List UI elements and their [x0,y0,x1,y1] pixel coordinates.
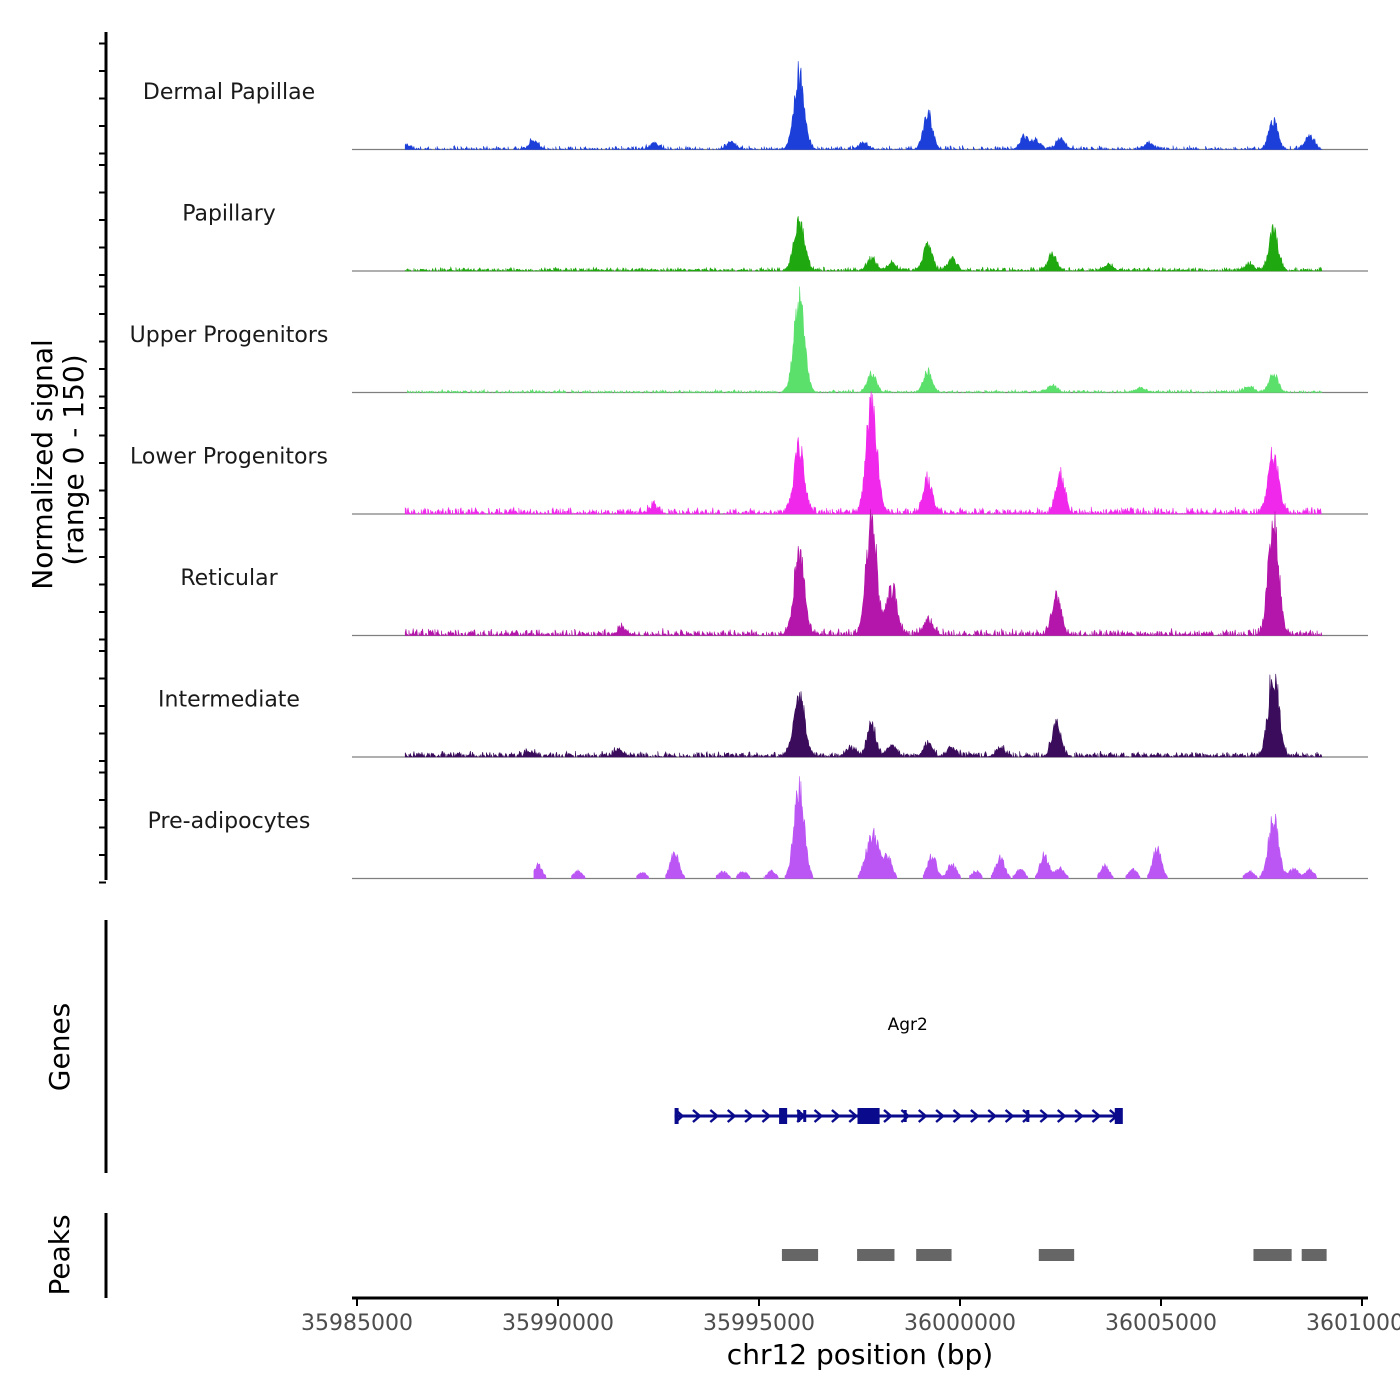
strand-arrow [692,1109,702,1123]
gene-exon [797,1110,801,1122]
coverage-y-ticks [99,42,106,884]
x-tick-label: 35995000 [703,1311,815,1336]
strand-arrow [831,1109,841,1123]
x-axis-title: chr12 position (bp) [727,1338,993,1371]
coverage-track: Lower Progenitors [130,391,1368,515]
track-label: Pre-adipocytes [148,809,311,834]
peak-region [781,1249,819,1261]
strand-arrow [935,1109,945,1123]
gene-exon [674,1108,679,1124]
coverage-area [407,286,1323,394]
peak-region [857,1249,895,1261]
strand-arrow [1004,1109,1015,1123]
peaks-axis-title: Peaks [43,1214,76,1295]
coverage-y-axis-title: Normalized signal (range 0 - 150) [26,330,90,589]
strand-arrow [952,1109,963,1123]
track-label: Papillary [182,202,276,227]
coverage-track: Papillary [182,202,1368,272]
coverage-area [404,508,1323,637]
coverage-y-axis-title-line1: Normalized signal [26,339,59,590]
track-label: Dermal Papillae [143,80,315,105]
peak-region [916,1249,952,1261]
gene-exon [803,1110,807,1122]
strand-arrow [900,1109,911,1123]
coverage-area [404,391,1322,515]
coverage-area [404,216,1323,272]
track-label: Reticular [180,566,278,591]
track-label: Lower Progenitors [130,445,328,470]
track-label: Upper Progenitors [130,323,329,348]
strand-arrow [744,1109,754,1123]
strand-arrow [709,1109,720,1123]
coverage-tracks: Dermal Papillae Papillary Upper Progenitor… [130,61,1368,880]
x-axis-ticks: 35985000 35990000 35995000 36000000 36005000… [301,1298,1400,1336]
x-tick-label: 36005000 [1105,1311,1217,1336]
peaks-track [781,1249,1327,1261]
gene-exon [779,1108,788,1124]
gene-exon [1026,1110,1030,1122]
gene-exon [903,1110,907,1122]
coverage-track: Pre-adipocytes [148,776,1368,880]
track-label: Intermediate [158,688,300,713]
gene-track: Agr2 [674,1015,1123,1124]
strand-arrow [1022,1109,1032,1123]
strand-arrow [987,1109,998,1123]
strand-arrow [1091,1109,1102,1123]
strand-arrow [848,1109,859,1123]
strand-arrow [970,1109,980,1123]
strand-arrow [813,1109,824,1123]
coverage-track: Reticular [180,508,1368,637]
x-tick-label: 35985000 [301,1311,413,1336]
peak-region [1038,1249,1075,1261]
gene-exon [1114,1108,1123,1124]
genes-axis-title: Genes [43,1003,76,1091]
strand-arrow [917,1109,928,1123]
x-tick-label: 35990000 [502,1311,614,1336]
strand-arrow [1039,1109,1050,1123]
coverage-area [404,673,1323,758]
strand-arrow [761,1109,772,1123]
strand-arrow [883,1109,893,1123]
gene-exon [857,1108,880,1124]
strand-arrow [1056,1109,1067,1123]
coverage-track: Dermal Papillae [143,61,1368,151]
gene-label: Agr2 [888,1015,928,1035]
peak-region [1301,1249,1327,1261]
strand-arrow [1074,1109,1084,1123]
x-tick-label: 36000000 [904,1311,1016,1336]
coverage-area [533,776,1318,879]
coverage-area [404,61,1323,151]
coverage-y-axis-title-line2: (range 0 - 150) [57,354,90,565]
peak-region [1253,1249,1292,1261]
strand-arrow [726,1109,737,1123]
x-tick-label: 36010000 [1306,1311,1400,1336]
coverage-track: Upper Progenitors [130,286,1368,394]
coverage-track: Intermediate [158,673,1368,758]
